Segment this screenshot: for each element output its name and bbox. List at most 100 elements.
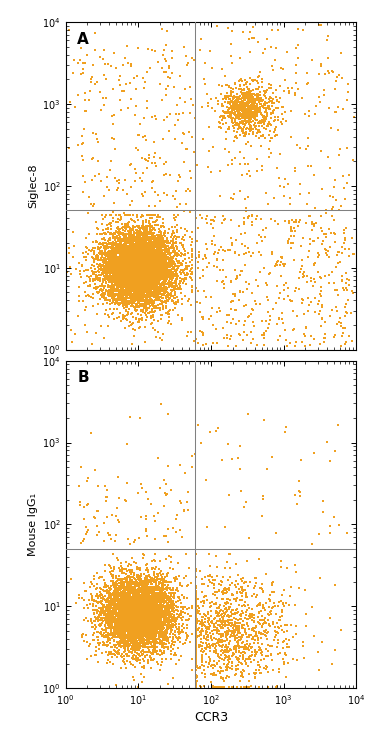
Point [129, 567, 135, 578]
Point [344, 307, 350, 319]
Point [152, 45, 158, 57]
Point [117, 565, 123, 577]
Point [130, 637, 136, 649]
Point [94, 588, 100, 600]
Point [135, 272, 141, 283]
Point [109, 283, 115, 295]
Point [143, 248, 149, 260]
Point [136, 236, 142, 248]
Point [132, 584, 138, 596]
Point [129, 279, 135, 291]
Point [300, 233, 306, 244]
Point [152, 620, 158, 631]
Point [129, 264, 135, 276]
Point [111, 246, 117, 258]
Point [217, 620, 223, 631]
Point [116, 263, 122, 275]
Point [166, 605, 172, 617]
Point [264, 627, 270, 639]
Point [114, 272, 120, 283]
Point [140, 280, 146, 292]
Point [135, 227, 141, 239]
Point [149, 248, 155, 260]
Point [139, 582, 145, 594]
Point [239, 110, 245, 122]
Point [153, 265, 159, 277]
Text: A: A [77, 32, 89, 47]
Point [246, 91, 252, 102]
Point [106, 610, 112, 622]
Point [143, 626, 149, 637]
Point [129, 628, 135, 640]
Point [88, 77, 94, 88]
Point [162, 225, 168, 237]
Point [147, 602, 153, 614]
Point [150, 262, 156, 274]
Point [116, 298, 122, 310]
Point [108, 272, 114, 284]
Point [184, 496, 190, 508]
Point [211, 589, 217, 601]
Point [228, 651, 234, 662]
Point [112, 625, 118, 637]
Point [165, 295, 171, 307]
Point [123, 249, 129, 261]
Point [149, 629, 155, 641]
Point [92, 615, 98, 627]
Point [138, 603, 144, 615]
Point [113, 250, 119, 261]
Point [110, 280, 116, 291]
Point [142, 250, 148, 261]
Point [119, 615, 125, 626]
Point [174, 582, 180, 594]
Point [144, 616, 150, 628]
Point [124, 188, 130, 199]
Point [134, 617, 140, 629]
Point [155, 262, 161, 274]
Point [126, 257, 132, 269]
Point [139, 281, 145, 293]
Point [124, 258, 130, 269]
Point [131, 605, 137, 617]
Point [120, 309, 126, 321]
Point [116, 610, 122, 622]
Point [141, 611, 147, 623]
Point [103, 250, 109, 261]
Point [105, 264, 111, 276]
Point [143, 576, 149, 588]
Point [123, 621, 129, 633]
Point [159, 62, 165, 74]
Point [120, 620, 126, 631]
Point [208, 310, 214, 322]
Point [161, 267, 167, 279]
Point [149, 241, 155, 253]
Point [280, 316, 286, 328]
Point [244, 103, 250, 115]
X-axis label: CCR3: CCR3 [194, 711, 228, 724]
Point [119, 227, 125, 239]
Point [140, 238, 146, 250]
Point [115, 620, 121, 632]
Point [134, 617, 140, 629]
Point [142, 280, 148, 291]
Point [207, 654, 213, 665]
Point [110, 132, 116, 144]
Point [244, 408, 250, 420]
Point [137, 275, 143, 287]
Point [85, 207, 91, 219]
Point [104, 252, 110, 264]
Point [125, 278, 131, 290]
Point [101, 631, 107, 643]
Point [123, 598, 129, 610]
Point [135, 293, 141, 305]
Point [104, 581, 110, 593]
Point [141, 260, 147, 272]
Point [148, 576, 154, 587]
Point [155, 260, 161, 272]
Point [207, 640, 213, 652]
Point [141, 594, 147, 606]
Point [119, 609, 125, 621]
Point [154, 259, 160, 271]
Point [96, 614, 102, 626]
Point [115, 241, 121, 252]
